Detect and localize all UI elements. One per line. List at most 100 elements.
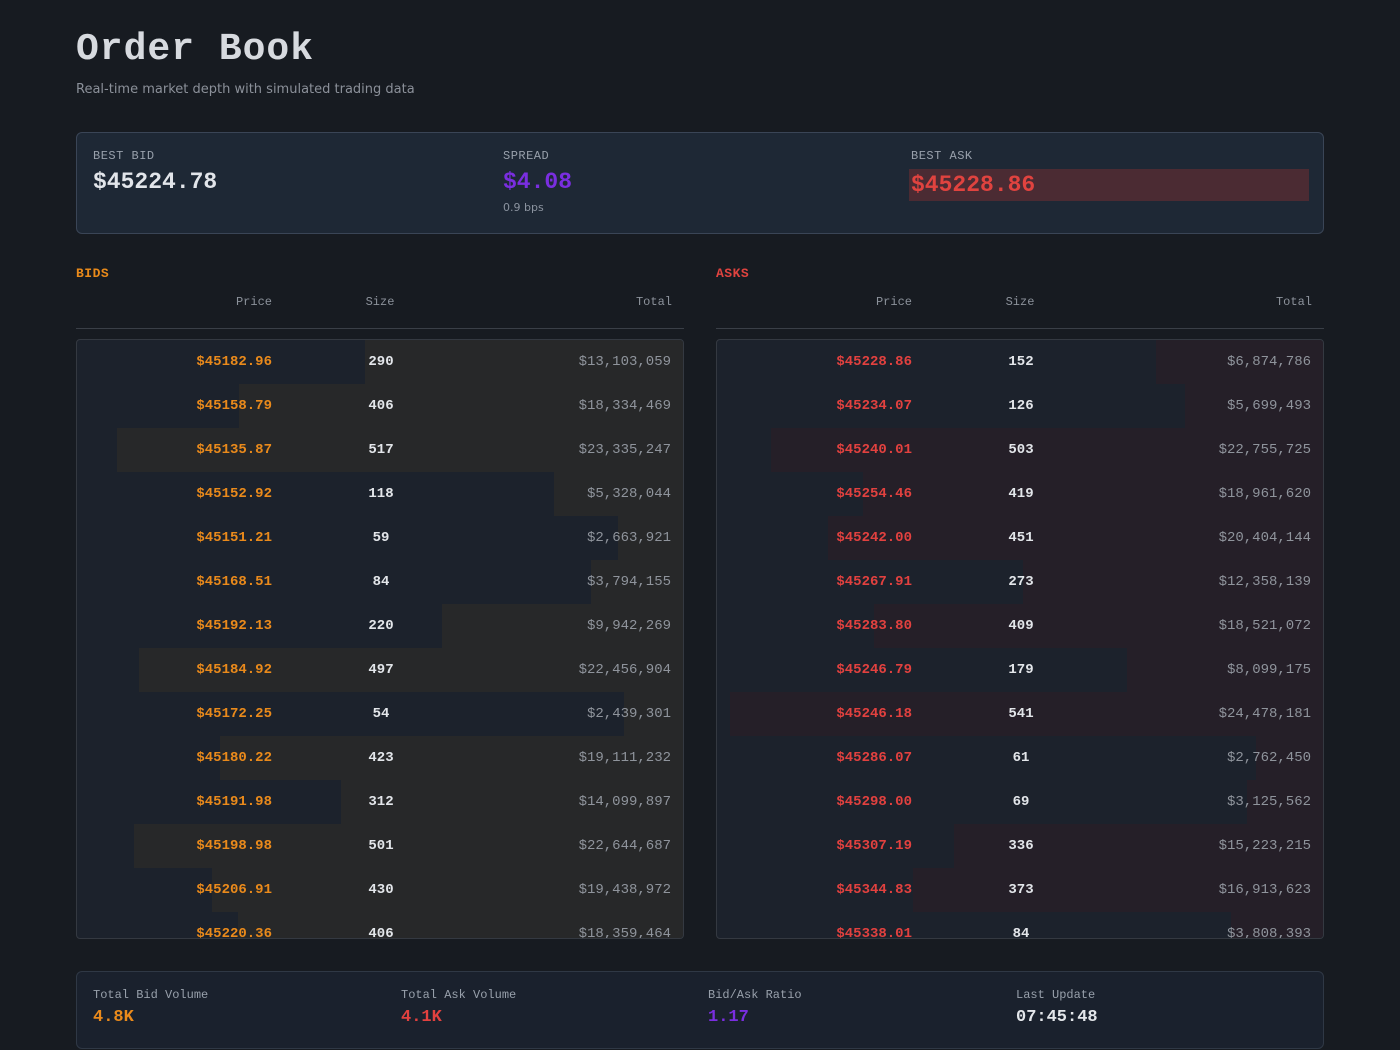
spread-stat: SPREAD $4.08 0.9 bps	[503, 149, 572, 214]
asks-row[interactable]: $45228.86 152 $6,874,786	[717, 340, 1323, 384]
spread-label: SPREAD	[503, 149, 550, 163]
asks-row-price: $45240.01	[836, 442, 912, 458]
asks-row[interactable]: $45283.80 409 $18,521,072	[717, 604, 1323, 648]
asks-row-total: $16,913,623	[1218, 882, 1311, 898]
bids-row[interactable]: $45135.87 517 $23,335,247	[77, 428, 683, 472]
last-update-stat: Last Update 07:45:48	[1016, 988, 1098, 1027]
asks-row-price: $45286.07	[836, 750, 912, 766]
bids-row-size: 406	[368, 926, 394, 939]
bids-depth-bar	[212, 868, 683, 912]
asks-row-price: $45246.18	[836, 706, 912, 722]
bids-row[interactable]: $45168.51 84 $3,794,155	[77, 560, 683, 604]
asks-row-size: 273	[1008, 574, 1034, 590]
asks-row[interactable]: $45344.83 373 $16,913,623	[717, 868, 1323, 912]
bids-row[interactable]: $45180.22 423 $19,111,232	[77, 736, 683, 780]
bids-row[interactable]: $45151.21 59 $2,663,921	[77, 516, 683, 560]
bids-row-price: $45206.91	[196, 882, 272, 898]
asks-row[interactable]: $45298.00 69 $3,125,562	[717, 780, 1323, 824]
asks-depth-bar	[1127, 648, 1323, 692]
asks-row-size: 541	[1008, 706, 1034, 722]
bids-row-price: $45182.96	[196, 354, 272, 370]
bids-row[interactable]: $45158.79 406 $18,334,469	[77, 384, 683, 428]
bids-row[interactable]: $45206.91 430 $19,438,972	[77, 868, 683, 912]
bids-row[interactable]: $45184.92 497 $22,456,904	[77, 648, 683, 692]
bids-row-size: 517	[368, 442, 394, 458]
asks-depth-bar	[1023, 560, 1323, 604]
bids-row[interactable]: $45172.25 54 $2,439,301	[77, 692, 683, 736]
bid-ask-ratio-label: Bid/Ask Ratio	[708, 988, 802, 1002]
total-ask-volume-stat: Total Ask Volume 4.1K	[401, 988, 516, 1027]
asks-row-price: $45338.01	[836, 926, 912, 939]
asks-row[interactable]: $45242.00 451 $20,404,144	[717, 516, 1323, 560]
volume-summary-panel: Total Bid Volume 4.8K Total Ask Volume 4…	[76, 971, 1324, 1049]
bids-row-total: $3,794,155	[586, 574, 671, 590]
bids-depth-bar	[238, 912, 683, 938]
asks-row-size: 336	[1008, 838, 1034, 854]
bids-row-total: $22,456,904	[578, 662, 671, 678]
bids-price-header: Price	[235, 295, 272, 309]
asks-row-size: 451	[1008, 530, 1034, 546]
spread-value: $4.08	[503, 169, 573, 195]
bids-row-price: $45135.87	[196, 442, 272, 458]
bids-row-price: $45191.98	[196, 794, 272, 810]
asks-depth-bar	[913, 868, 1323, 912]
asks-row-price: $45254.46	[836, 486, 912, 502]
bids-row-total: $23,335,247	[578, 442, 671, 458]
bids-row-total: $19,111,232	[578, 750, 671, 766]
bids-depth-bar	[239, 384, 683, 428]
asks-depth-bar	[954, 824, 1323, 868]
asks-row-total: $24,478,181	[1218, 706, 1311, 722]
asks-row-size: 126	[1008, 398, 1034, 414]
asks-depth-bar	[1156, 340, 1323, 384]
bids-depth-bar	[591, 560, 683, 604]
bids-list[interactable]: $45182.96 290 $13,103,059 $45158.79 406 $18,3…	[76, 339, 684, 939]
asks-row[interactable]: $45254.46 419 $18,961,620	[717, 472, 1323, 516]
bids-row[interactable]: $45152.92 118 $5,328,044	[77, 472, 683, 516]
bids-depth-bar	[618, 516, 683, 560]
bids-row-price: $45152.92	[196, 486, 272, 502]
bids-row[interactable]: $45191.98 312 $14,099,897	[77, 780, 683, 824]
bids-row-size: 312	[368, 794, 394, 810]
asks-row-price: $45242.00	[836, 530, 912, 546]
asks-row[interactable]: $45338.01 84 $3,808,393	[717, 912, 1323, 939]
bids-row-price: $45192.13	[196, 618, 272, 634]
best-bid-label: BEST BID	[93, 149, 155, 163]
asks-row[interactable]: $45307.19 336 $15,223,215	[717, 824, 1323, 868]
bids-row-size: 54	[372, 706, 390, 722]
bids-depth-bar	[134, 824, 683, 868]
asks-row[interactable]: $45286.07 61 $2,762,450	[717, 736, 1323, 780]
bids-row-size: 423	[368, 750, 394, 766]
asks-row-total: $3,808,393	[1226, 926, 1311, 939]
asks-row-size: 152	[1008, 354, 1034, 370]
bids-row[interactable]: $45182.96 290 $13,103,059	[77, 340, 683, 384]
asks-row-total: $15,223,215	[1218, 838, 1311, 854]
asks-row-total: $3,125,562	[1226, 794, 1311, 810]
best-bid-value: $45224.78	[93, 169, 218, 195]
asks-row[interactable]: $45234.07 126 $5,699,493	[717, 384, 1323, 428]
bids-row-price: $45168.51	[196, 574, 272, 590]
bids-depth-bar	[442, 604, 683, 648]
total-ask-volume-label: Total Ask Volume	[401, 988, 517, 1002]
bids-row-size: 59	[372, 530, 390, 546]
asks-row-price: $45307.19	[836, 838, 912, 854]
asks-row-size: 84	[1012, 926, 1030, 939]
bids-row-price: $45151.21	[196, 530, 272, 546]
asks-size-header: Size	[1005, 295, 1035, 309]
asks-row[interactable]: $45240.01 503 $22,755,725	[717, 428, 1323, 472]
asks-list[interactable]: $45228.86 152 $6,874,786 $45234.07 126 $5,699…	[716, 339, 1324, 939]
last-update-value: 07:45:48	[1016, 1008, 1098, 1027]
asks-row[interactable]: $45246.18 541 $24,478,181	[717, 692, 1323, 736]
bids-row[interactable]: $45220.36 406 $18,359,464	[77, 912, 683, 939]
asks-row-total: $5,699,493	[1226, 398, 1311, 414]
bids-row-size: 406	[368, 398, 394, 414]
best-ask-value: $45228.86	[909, 169, 1309, 201]
bids-row[interactable]: $45198.98 501 $22,644,687	[77, 824, 683, 868]
asks-row-price: $45228.86	[836, 354, 912, 370]
bids-row-price: $45184.92	[196, 662, 272, 678]
asks-row-size: 373	[1008, 882, 1034, 898]
bids-row[interactable]: $45192.13 220 $9,942,269	[77, 604, 683, 648]
asks-row-size: 61	[1012, 750, 1030, 766]
asks-row[interactable]: $45246.79 179 $8,099,175	[717, 648, 1323, 692]
asks-row[interactable]: $45267.91 273 $12,358,139	[717, 560, 1323, 604]
